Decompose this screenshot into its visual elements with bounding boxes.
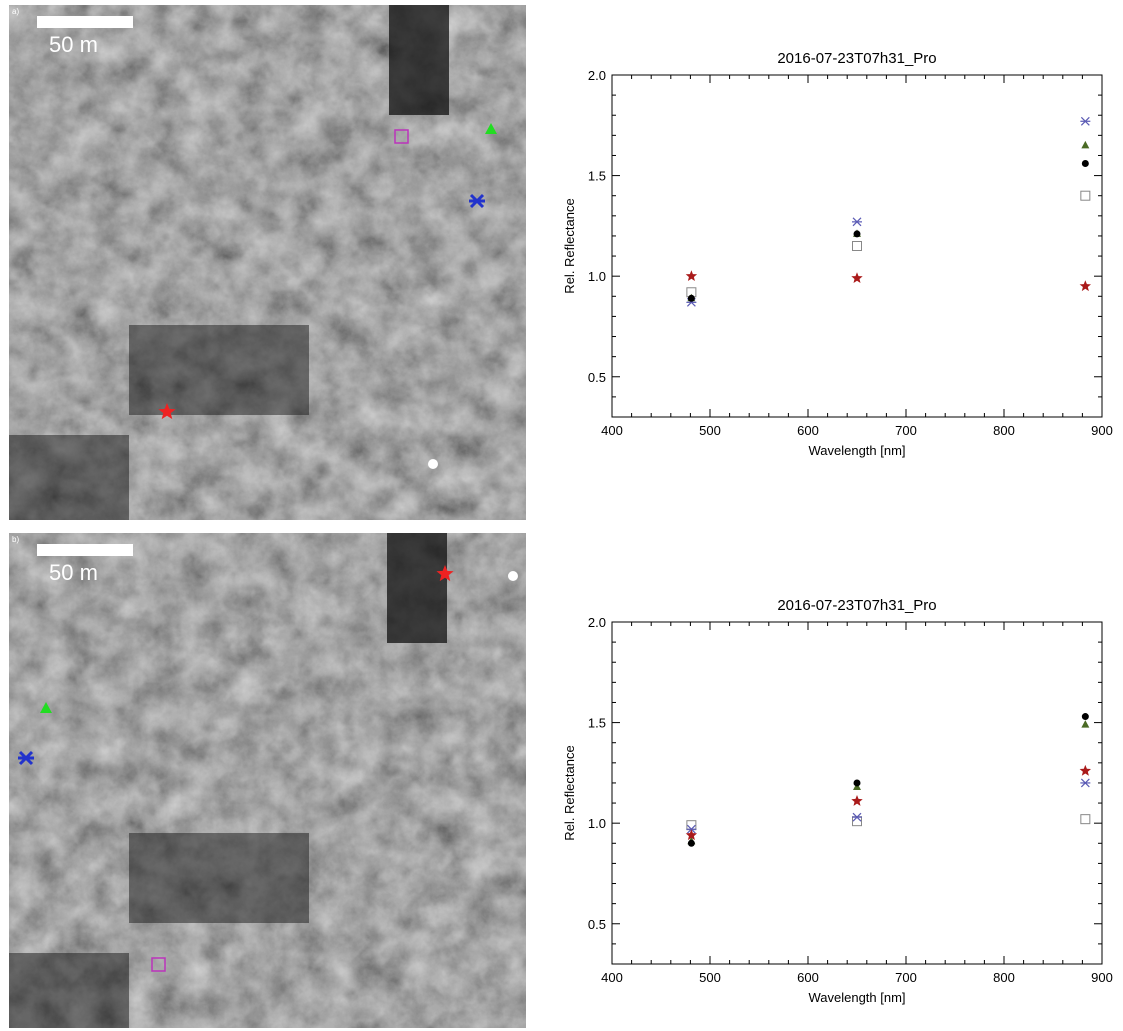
- data-point-circle: [1081, 713, 1089, 721]
- y-tick-label: 2.0: [588, 615, 606, 630]
- scale-label-b: 50 m: [49, 560, 98, 585]
- chart-title: 2016-07-23T07h31_Pro: [777, 597, 936, 614]
- chart-svg-b: 2016-07-23T07h31_Pro 400 500 600 700 800 900 …: [562, 597, 1113, 1005]
- data-point-circle: [687, 294, 695, 302]
- data-point-square: [1080, 190, 1091, 201]
- reflectance-chart-b: 2016-07-23T07h31_Pro 400 500 600 700 800 900 …: [555, 592, 1115, 1012]
- data-point-star: [1079, 764, 1091, 776]
- chart-svg-a: 2016-07-23T07h31_Pro 400 500 600 700 800 900 …: [562, 50, 1113, 458]
- x-tick-label: 700: [895, 970, 917, 985]
- x-tick-label: 600: [797, 423, 819, 438]
- x-tick-label: 800: [993, 423, 1015, 438]
- data-point-square: [852, 241, 862, 251]
- y-tick-label: 1.0: [588, 269, 606, 284]
- data-point-triangle: [1081, 140, 1090, 149]
- panel-label-b: b): [12, 535, 20, 544]
- x-tick-label: 900: [1091, 970, 1113, 985]
- data-point-square: [852, 816, 862, 827]
- data-point-triangle: [1081, 720, 1090, 728]
- data-point-cross: [686, 824, 697, 834]
- x-tick-label: 400: [601, 970, 623, 985]
- y-tick-labels: 0.5 1.0 1.5 2.0: [588, 68, 606, 385]
- y-axis-label: Rel. Reflectance: [562, 745, 577, 840]
- data-point-square: [1080, 814, 1091, 825]
- data-point-circle: [1081, 160, 1089, 168]
- x-tick-labels: 400 500 600 700 800 900: [601, 423, 1113, 438]
- terrain-texture-a: [9, 5, 526, 520]
- reflectance-chart-a: 2016-07-23T07h31_Pro 400 500 600 700 800 900 …: [555, 45, 1115, 465]
- y-tick-label: 1.5: [588, 716, 606, 731]
- scale-bar-b: [37, 544, 133, 556]
- plot-frame: [611, 621, 1103, 965]
- data-point-cross: [852, 812, 862, 822]
- x-tick-label: 600: [797, 970, 819, 985]
- y-axis-label: Rel. Reflectance: [562, 198, 577, 293]
- panel-label-a: a): [12, 7, 20, 16]
- x-tick-labels: 400 500 600 700 800 900: [601, 970, 1113, 985]
- plot-frame: [611, 74, 1103, 418]
- data-point-circle: [853, 779, 861, 787]
- data-point-star: [851, 272, 863, 283]
- y-tick-label: 2.0: [588, 68, 606, 83]
- terrain-image-a: a) 50 m: [9, 5, 526, 520]
- chart-title: 2016-07-23T07h31_Pro: [777, 50, 936, 67]
- terrain-image-b: b) 50 m: [9, 533, 526, 1028]
- x-axis-label: Wavelength [nm]: [808, 443, 905, 458]
- data-point-cross: [1080, 778, 1091, 788]
- data-point-star: [685, 829, 698, 841]
- x-tick-label: 400: [601, 423, 623, 438]
- y-tick-label: 1.5: [588, 169, 606, 184]
- data-points: [685, 713, 1091, 847]
- data-point-cross: [852, 217, 862, 227]
- data-point-star: [1079, 280, 1091, 292]
- data-point-circle: [687, 839, 695, 847]
- x-tick-label: 800: [993, 970, 1015, 985]
- scale-label-a: 50 m: [49, 32, 98, 57]
- y-tick-label: 0.5: [588, 917, 606, 932]
- scale-bar-a: [37, 16, 133, 28]
- x-axis-label: Wavelength [nm]: [808, 990, 905, 1005]
- x-tick-label: 900: [1091, 423, 1113, 438]
- data-point-cross: [1080, 116, 1091, 126]
- y-tick-labels: 0.5 1.0 1.5 2.0: [588, 615, 606, 932]
- x-tick-label: 700: [895, 423, 917, 438]
- y-tick-label: 0.5: [588, 370, 606, 385]
- axis-ticks: [611, 74, 1103, 418]
- data-point-circle: [853, 230, 861, 238]
- data-point-star: [851, 795, 863, 806]
- data-point-star: [685, 270, 698, 281]
- y-tick-label: 1.0: [588, 816, 606, 831]
- terrain-texture-b: [9, 533, 526, 1028]
- data-points: [685, 116, 1091, 307]
- x-tick-label: 500: [699, 423, 721, 438]
- data-point-square: [686, 820, 697, 831]
- axis-ticks: [611, 621, 1103, 965]
- x-tick-label: 500: [699, 970, 721, 985]
